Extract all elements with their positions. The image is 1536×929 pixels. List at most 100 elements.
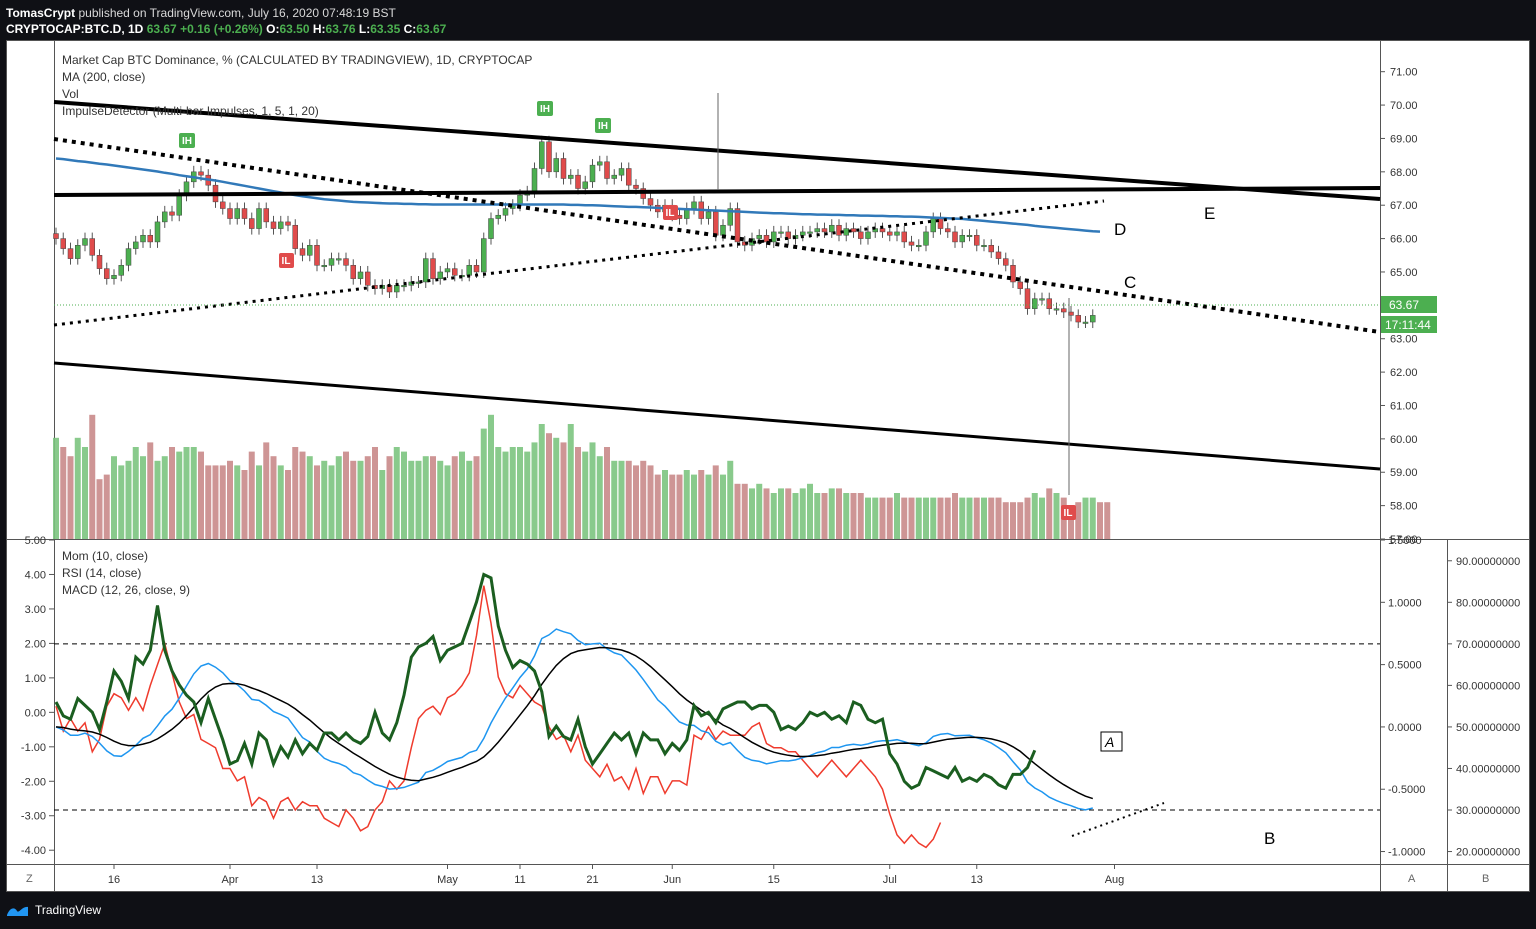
price-tick-label: 58.00 <box>1390 501 1418 513</box>
volume-bar <box>183 447 190 539</box>
footer-bar: TradingView <box>0 894 1536 929</box>
x-tick-label: 11 <box>514 874 525 886</box>
candle-body <box>894 231 900 236</box>
legend-mom[interactable]: Mom (10, close) <box>62 549 148 563</box>
volume-bar <box>582 451 589 539</box>
volume-bar <box>778 488 784 539</box>
volume-bar <box>850 493 857 539</box>
volume-bar <box>857 493 864 539</box>
volume-bar <box>560 442 567 539</box>
price-tick-label: 65.00 <box>1390 267 1418 279</box>
volume-bar <box>1075 502 1082 539</box>
rsi-scale-button[interactable]: B <box>1482 873 1489 885</box>
volume-bar <box>169 447 175 539</box>
candle-body <box>597 161 603 166</box>
ih-marker[interactable] <box>179 133 195 148</box>
legend-vol[interactable]: Vol <box>62 87 79 101</box>
high-label: H: <box>312 22 326 36</box>
candle-body <box>568 174 574 179</box>
price-tick-label: 68.00 <box>1390 167 1418 179</box>
il-marker-label: IL <box>1064 508 1073 519</box>
ih-marker[interactable] <box>537 101 553 116</box>
candle-body <box>800 231 806 236</box>
annotation-e: E <box>1204 204 1215 223</box>
volume-bar <box>531 442 538 539</box>
author-name[interactable]: TomasCrypt <box>6 6 76 20</box>
zoom-button[interactable]: Z <box>26 873 33 885</box>
candle-body <box>1046 298 1052 309</box>
open-label: O: <box>266 22 280 36</box>
volume-bar <box>843 493 850 539</box>
legend-main-series[interactable]: Market Cap BTC Dominance, % (CALCULATED … <box>62 53 532 67</box>
volume-bar <box>625 460 632 539</box>
dotted-ascending-line <box>53 199 1105 327</box>
price-tick-label: 71.00 <box>1390 67 1418 79</box>
volume-bar <box>393 447 400 539</box>
legend-impulse[interactable]: ImpulseDetector (Multi-bar Impulses, 1, … <box>62 104 319 118</box>
volume-bar <box>161 456 168 539</box>
il-marker-label: IL <box>282 256 291 267</box>
legend-rsi[interactable]: RSI (14, close) <box>62 566 141 580</box>
il-marker[interactable] <box>1061 505 1076 520</box>
volume-bar <box>596 456 603 539</box>
legend-ma[interactable]: MA (200, close) <box>62 70 145 84</box>
volume-bar <box>270 456 277 539</box>
volume-bar <box>82 447 88 539</box>
price-tick-label: 62.00 <box>1390 367 1418 379</box>
mom-tick-label: 0.00 <box>25 707 46 719</box>
volume-bar <box>1089 497 1096 539</box>
volume-bar <box>379 470 386 539</box>
volume-bar <box>430 456 436 539</box>
volume-bar <box>821 493 828 539</box>
candle-body <box>821 228 828 233</box>
chart-area[interactable]: 71.0070.0069.0068.0067.0066.0065.0064.00… <box>6 40 1530 892</box>
candle-body <box>930 218 936 233</box>
candle-body <box>575 174 581 189</box>
tradingview-logo-text: TradingView <box>35 903 102 917</box>
legend-macd[interactable]: MACD (12, 26, close, 9) <box>62 583 190 597</box>
volume-bar <box>502 451 509 539</box>
candle-body <box>147 234 153 243</box>
candle-body <box>720 224 726 236</box>
candle-body <box>785 231 791 239</box>
volume-bar <box>263 442 270 539</box>
il-marker[interactable] <box>663 205 678 220</box>
candle-body <box>1082 321 1089 324</box>
auto-scale-button[interactable]: A <box>1408 873 1416 885</box>
rsi-line <box>55 585 942 849</box>
volume-bar <box>524 451 531 539</box>
candle-body <box>357 271 364 279</box>
candle-body <box>488 218 494 239</box>
candle-body <box>952 231 958 243</box>
rsi-tick-label: 50.00000000 <box>1456 722 1520 734</box>
volume-bar <box>111 456 117 539</box>
volume-bar <box>828 488 835 539</box>
macd-tick-label: -1.0000 <box>1388 847 1425 859</box>
ih-marker[interactable] <box>595 118 611 133</box>
tradingview-logo[interactable]: TradingView <box>6 903 101 917</box>
candle-body <box>466 265 472 276</box>
volume-bar <box>444 465 451 539</box>
volume-bar <box>749 488 755 539</box>
candle-body <box>133 241 139 249</box>
volume-bar <box>937 497 944 539</box>
candle-body <box>618 168 625 176</box>
volume-bar <box>480 428 487 539</box>
volume-bar <box>198 451 204 539</box>
volume-bar <box>234 465 241 539</box>
il-marker[interactable] <box>279 253 294 268</box>
volume-bar <box>988 497 995 539</box>
il-marker-label: IL <box>666 208 675 219</box>
candle-body <box>111 275 117 279</box>
volume-bar <box>227 460 233 539</box>
candle-body <box>901 231 907 243</box>
rsi-tick-label: 90.00000000 <box>1456 556 1520 568</box>
candle-body <box>350 265 356 279</box>
ih-marker-label: IH <box>598 121 608 132</box>
rsi-support-dotted-line <box>1071 802 1165 837</box>
price-tick-label: 61.00 <box>1390 400 1418 412</box>
candle-body <box>89 238 95 256</box>
volume-bar <box>328 465 335 539</box>
volume-bar <box>886 497 893 539</box>
candle-body <box>1024 288 1031 309</box>
